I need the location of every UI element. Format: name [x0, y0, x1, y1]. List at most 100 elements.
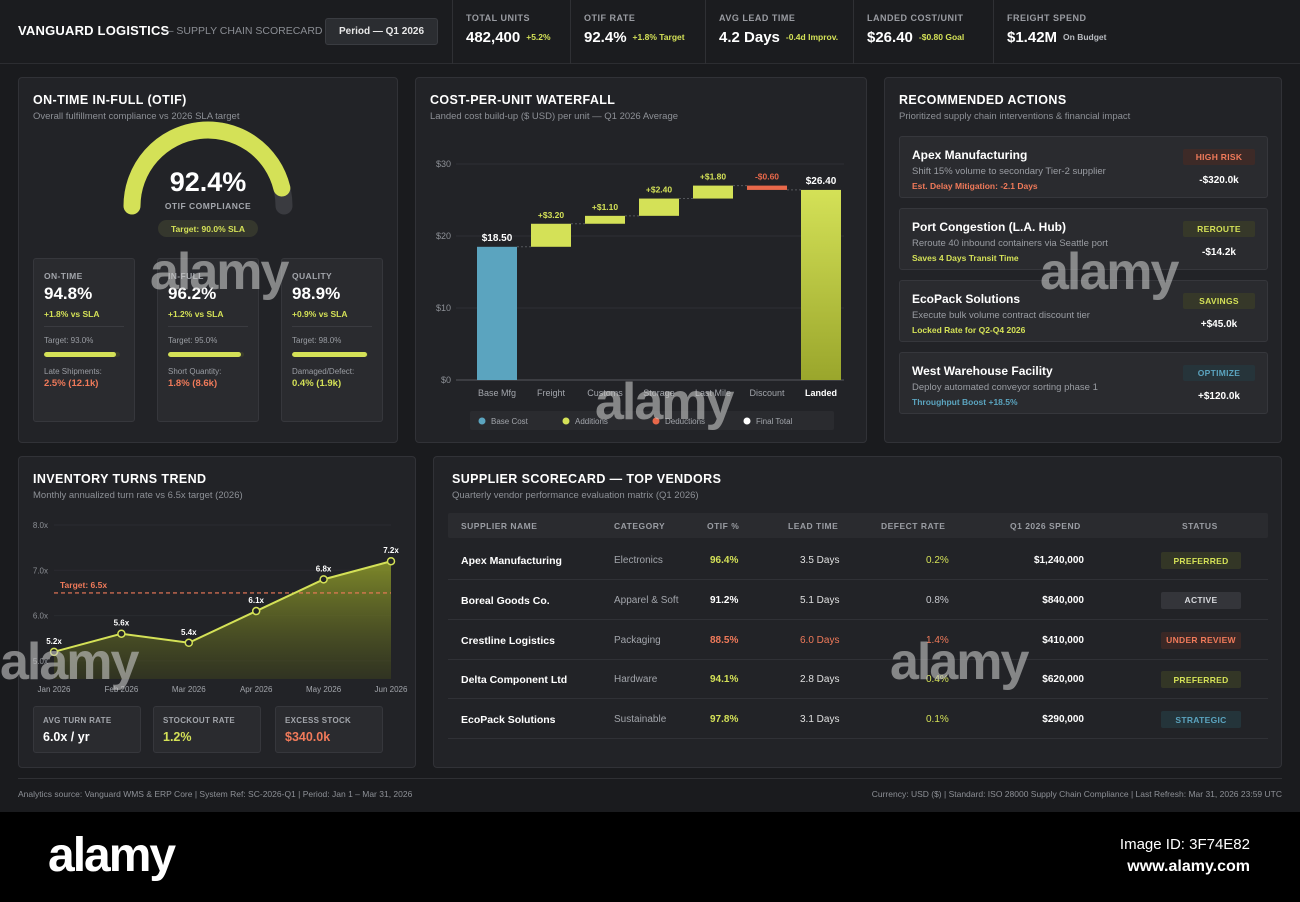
card-delta: +1.2% vs SLA: [168, 309, 224, 319]
trend-line: [53, 560, 392, 653]
progress-fill: [168, 352, 242, 357]
divider: [292, 326, 372, 327]
card-label: IN-FULL: [168, 271, 204, 281]
cell-name: Boreal Goods Co.: [461, 594, 550, 607]
area-fill: [54, 561, 391, 679]
data-point[interactable]: [319, 575, 328, 584]
brand-name: VANGUARD LOGISTICS: [18, 23, 170, 38]
status-badge: UNDER REVIEW: [1161, 631, 1241, 649]
column-header[interactable]: DEFECT RATE: [881, 521, 946, 531]
card-sub-value: 1.8% (8.6k): [168, 378, 218, 389]
footer-source: Analytics source: Vanguard WMS & ERP Cor…: [18, 789, 413, 799]
data-point[interactable]: [386, 556, 396, 566]
cell-spend: $620,000: [1042, 674, 1084, 686]
panel-title: SUPPLIER SCORECARD — TOP VENDORS: [452, 472, 722, 486]
column-header[interactable]: OTIF %: [707, 521, 740, 531]
table-row[interactable]: Crestline Logistics Packaging 88.5% 6.0 Day…: [448, 621, 1268, 660]
inventory-panel: INVENTORY TURNS TREND Monthly annualized…: [18, 456, 416, 768]
data-point[interactable]: [117, 629, 126, 638]
supplier-panel: SUPPLIER SCORECARD — TOP VENDORS Quarter…: [433, 456, 1282, 768]
action-badge: OPTIMIZE: [1183, 365, 1255, 381]
card-sub-label: Late Shipments:: [44, 367, 102, 376]
bar-value-label: $18.50: [482, 233, 513, 244]
legend-swatch: [652, 417, 660, 425]
panel-title: INVENTORY TURNS TREND: [33, 472, 207, 486]
cell-defect: 0.1%: [926, 714, 949, 726]
column-header[interactable]: LEAD TIME: [788, 521, 839, 531]
data-label: 5.6x: [114, 619, 130, 628]
kpi-label: FREIGHT SPEND: [1007, 13, 1087, 23]
table-row[interactable]: Boreal Goods Co. Apparel & Soft 91.2% 5.1 D…: [448, 581, 1268, 620]
action-badge: HIGH RISK: [1183, 149, 1255, 165]
action-card-ecopack[interactable]: EcoPack Solutions Execute bulk volume co…: [899, 280, 1268, 342]
kpi-label: TOTAL UNITS: [466, 13, 530, 23]
bar-value-label: -$0.60: [755, 172, 779, 182]
stat-excess-stock: EXCESS STOCK $340.0k: [275, 706, 383, 753]
data-label: 5.2x: [46, 637, 62, 646]
action-value: +$120.0k: [1198, 391, 1240, 402]
table-row[interactable]: Delta Component Ltd Hardware 94.1% 2.8 Days…: [448, 660, 1268, 700]
status-badge: ACTIVE: [1161, 591, 1241, 609]
status-badge: PREFERRED: [1161, 671, 1241, 689]
status-badge: PREFERRED: [1161, 552, 1241, 569]
top-header: VANGUARD LOGISTICS — SUPPLY CHAIN SCOREC…: [0, 0, 1300, 64]
otif-panel: ON-TIME IN-FULL (OTIF) Overall fulfillme…: [18, 77, 398, 443]
cell-defect: 0.2%: [926, 555, 949, 566]
legend-swatch: [478, 417, 486, 425]
stat-avg-turn-rate: AVG TURN RATE 6.0x / yr: [33, 706, 141, 753]
y-tick-label: $20: [436, 231, 451, 241]
period-selector-button[interactable]: Period — Q1 2026: [325, 18, 438, 45]
table-row[interactable]: EcoPack Solutions Sustainable 97.8% 3.1 Day…: [448, 700, 1268, 740]
data-label: 7.2x: [383, 546, 399, 555]
action-card-port[interactable]: Port Congestion (L.A. Hub) Reroute 40 in…: [899, 208, 1268, 270]
cell-defect: 0.4%: [926, 674, 949, 686]
data-point[interactable]: [251, 606, 261, 616]
cell-category: Sustainable: [614, 714, 667, 726]
inventory-turns-chart: 8.0x 7.0x 6.0x 5.0x Target: 6.5x 5.2x Jan 2026…: [33, 521, 408, 694]
table-header: SUPPLIER NAME CATEGORY OTIF % LEAD TIME …: [448, 513, 1268, 538]
bar-value-label: +$3.20: [538, 210, 565, 220]
action-impact: Locked Rate for Q2-Q4 2026: [912, 325, 1026, 335]
kpi-label: OTIF RATE: [584, 13, 636, 23]
stock-url: www.alamy.com: [1127, 858, 1250, 875]
action-card-warehouse[interactable]: West Warehouse Facility Deploy automated…: [899, 352, 1268, 414]
card-label: ON-TIME: [44, 271, 83, 281]
card-sub-label: Short Quantity:: [168, 367, 222, 376]
action-badge: REROUTE: [1183, 221, 1255, 237]
waterfall-bar: [477, 246, 517, 380]
data-point[interactable]: [49, 647, 59, 657]
column-header[interactable]: CATEGORY: [614, 521, 666, 531]
stat-value: 1.2%: [163, 730, 192, 744]
card-sub-label: Damaged/Defect:: [292, 367, 355, 376]
action-description: Execute bulk volume contract discount ti…: [912, 310, 1090, 321]
x-tick-label: Last Mile: [695, 388, 731, 398]
data-point[interactable]: [184, 638, 194, 648]
kpi-value: 482,400 +5.2%: [466, 29, 551, 46]
waterfall-bar: [693, 185, 733, 199]
dashboard-app: VANGUARD LOGISTICS — SUPPLY CHAIN SCOREC…: [0, 0, 1300, 812]
x-tick-label: Storage: [643, 388, 675, 398]
x-tick-label: May 2026: [306, 685, 342, 694]
column-header[interactable]: SUPPLIER NAME: [461, 521, 538, 531]
panel-title: COST-PER-UNIT WATERFALL: [430, 93, 616, 107]
cell-otif: 91.2%: [710, 594, 739, 606]
y-tick-label: 7.0x: [33, 566, 48, 575]
gauge-value: 92.4%: [169, 167, 247, 197]
y-tick-label: $30: [436, 159, 451, 169]
x-tick-label: Freight: [537, 388, 566, 398]
action-card-apex[interactable]: Apex Manufacturing Shift 15% volume to s…: [899, 136, 1268, 198]
cell-lead: 3.1 Days: [800, 714, 840, 726]
table-row[interactable]: Apex Manufacturing Electronics 96.4% 3.5 Da…: [448, 541, 1268, 580]
cell-otif: 88.5%: [710, 634, 739, 646]
status-badge: STRATEGIC: [1161, 711, 1241, 729]
cell-spend: $410,000: [1042, 634, 1084, 646]
panel-title: ON-TIME IN-FULL (OTIF): [33, 93, 187, 107]
panel-subtitle: Overall fulfillment compliance vs 2026 S…: [33, 111, 240, 122]
action-title: West Warehouse Facility: [912, 364, 1053, 378]
bar-value-label: +$1.10: [592, 202, 619, 212]
column-header[interactable]: Q1 2026 SPEND: [1010, 521, 1081, 531]
y-tick-label: 6.0x: [33, 612, 48, 621]
progress-fill: [292, 352, 368, 357]
waterfall-panel: COST-PER-UNIT WATERFALL Landed cost buil…: [415, 77, 867, 443]
column-header[interactable]: STATUS: [1182, 521, 1218, 531]
